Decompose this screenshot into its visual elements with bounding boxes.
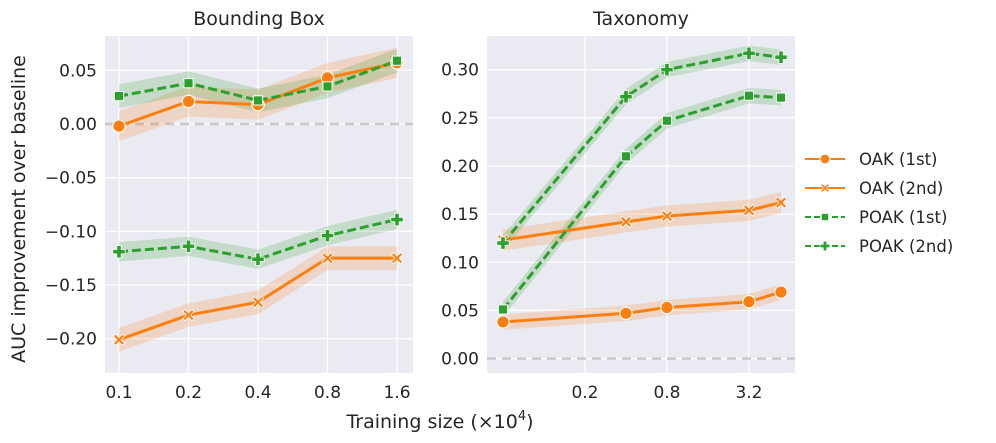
data-point xyxy=(496,236,510,250)
x-tick-label: 3.2 xyxy=(735,383,762,403)
band-x xyxy=(119,246,397,352)
data-point xyxy=(182,308,195,322)
legend-label: OAK (1st) xyxy=(859,150,938,169)
data-point xyxy=(113,91,125,102)
data-point xyxy=(774,285,788,299)
data-point xyxy=(774,50,788,64)
y-tick-label: 0.30 xyxy=(441,61,479,81)
band-square xyxy=(119,48,397,113)
y-tick-label: 0.00 xyxy=(441,350,479,370)
data-point xyxy=(181,94,196,109)
y-tick-label: 0.25 xyxy=(441,109,479,129)
series-markers xyxy=(112,55,404,346)
data-point xyxy=(390,212,404,227)
panel-title: Bounding Box xyxy=(193,8,325,30)
y-tick-label: 0.00 xyxy=(59,115,97,135)
data-point xyxy=(183,78,194,89)
legend-marker xyxy=(819,153,831,165)
y-tick-label: −0.05 xyxy=(45,169,97,189)
y-tick-label: 0.05 xyxy=(59,61,97,81)
x-axis-label-main: Training size (×10 xyxy=(345,411,517,433)
data-point xyxy=(620,151,632,162)
x-tick-label: 0.8 xyxy=(314,383,341,403)
band-plus xyxy=(119,209,397,269)
y-tick-label: −0.20 xyxy=(45,330,97,350)
legend-marker xyxy=(820,212,830,222)
data-point xyxy=(743,90,755,101)
data-point xyxy=(251,252,265,266)
data-point xyxy=(496,315,510,329)
x-tick-label: 1.6 xyxy=(383,383,410,403)
data-point xyxy=(497,304,509,315)
x-axis-label-exponent: 4 xyxy=(518,409,526,424)
x-axis-label: Training size (×104) xyxy=(345,409,533,433)
legend-marker xyxy=(819,240,831,252)
band-x xyxy=(503,191,781,251)
data-point xyxy=(322,81,333,92)
data-point xyxy=(660,63,674,77)
series-markers xyxy=(496,46,788,329)
data-point xyxy=(390,251,404,265)
panel-title: Taxonomy xyxy=(592,8,689,30)
panel-taxonomy: 0.00 0.05 0.10 0.15 0.20 0.25 0.30 0.2 0.8 3.2 T… xyxy=(441,8,795,403)
series-line xyxy=(118,59,398,102)
y-tick-label: 0.20 xyxy=(441,157,479,177)
x-tick-labels: 0.1 0.2 0.4 0.8 1.6 xyxy=(105,383,410,403)
data-point xyxy=(742,294,756,309)
data-point xyxy=(391,55,403,66)
legend: OAK (1st) OAK (2nd) POAK (1st) POAK (2nd) xyxy=(805,150,953,256)
data-point xyxy=(660,209,674,223)
y-tick-label: 0.15 xyxy=(441,205,479,225)
x-tick-label: 0.1 xyxy=(105,383,132,403)
data-point xyxy=(619,215,633,228)
data-point xyxy=(251,295,265,309)
legend-entry: POAK (2nd) xyxy=(805,237,953,256)
panel-background xyxy=(487,36,795,373)
panel-bounding-box: 0.050.00−0.05−0.10−0.15−0.20 0.1 0.2 0.4 0.… xyxy=(45,8,413,403)
y-tick-labels: 0.00 0.05 0.10 0.15 0.20 0.25 0.30 xyxy=(441,61,479,370)
y-axis-label: AUC improvement over baseline xyxy=(8,55,30,363)
data-point xyxy=(660,300,674,315)
legend-entry: OAK (1st) xyxy=(805,150,938,169)
y-tick-label: 0.05 xyxy=(441,301,479,321)
legend-marker xyxy=(819,182,831,194)
legend-label: POAK (2nd) xyxy=(859,237,953,256)
data-point xyxy=(742,46,756,60)
data-point xyxy=(775,92,787,103)
data-point xyxy=(774,196,788,209)
legend-entry: OAK (2nd) xyxy=(805,179,943,198)
series-line xyxy=(118,218,398,261)
y-tick-label: 0.10 xyxy=(441,253,479,273)
x-tick-labels: 0.2 0.8 3.2 xyxy=(571,383,762,403)
legend-entry: POAK (1st) xyxy=(805,208,947,227)
panel-background xyxy=(105,36,413,373)
x-tick-label: 0.4 xyxy=(244,383,271,403)
y-tick-label: −0.10 xyxy=(45,222,97,242)
data-point xyxy=(112,245,126,259)
x-tick-label: 0.8 xyxy=(653,383,680,403)
data-point xyxy=(181,239,196,253)
data-point xyxy=(112,119,126,133)
data-point xyxy=(661,115,673,126)
legend-label: POAK (1st) xyxy=(859,208,947,227)
y-tick-label: −0.15 xyxy=(45,276,97,296)
y-tick-labels: 0.05 0.00 −0.05 −0.10 −0.15 −0.20 xyxy=(45,61,97,349)
x-axis-label-end: ) xyxy=(526,411,533,433)
data-point xyxy=(742,204,756,217)
data-point xyxy=(619,90,633,104)
data-point xyxy=(252,95,264,106)
data-point xyxy=(321,251,334,265)
data-point xyxy=(112,333,126,346)
x-tick-label: 0.2 xyxy=(571,383,598,403)
legend-label: OAK (2nd) xyxy=(859,179,943,198)
data-point xyxy=(320,229,335,243)
data-point xyxy=(619,306,633,321)
x-tick-label: 0.2 xyxy=(175,383,202,403)
